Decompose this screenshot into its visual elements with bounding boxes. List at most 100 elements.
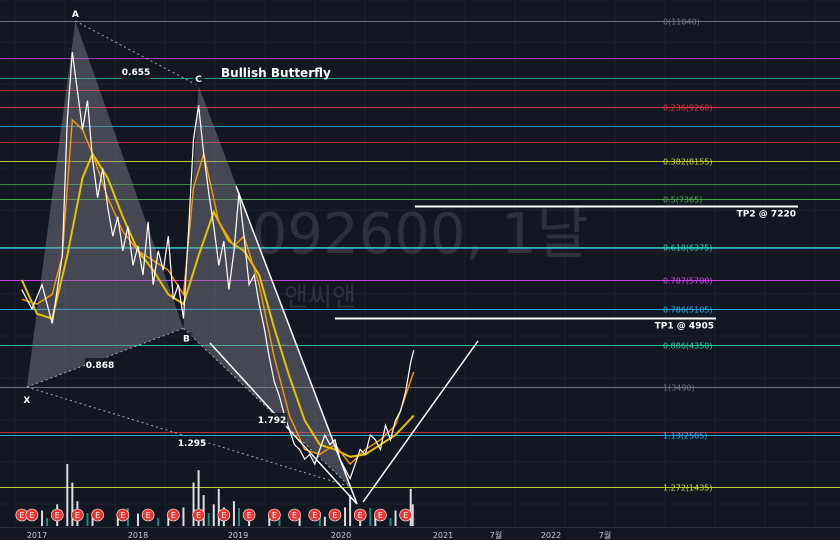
pattern-ac-line bbox=[75, 20, 199, 87]
earnings-marker-label: E bbox=[120, 511, 125, 520]
pattern-point-label: B bbox=[183, 334, 190, 344]
earnings-marker-label: E bbox=[19, 511, 24, 520]
pattern-triangle-xab bbox=[26, 21, 184, 387]
earnings-marker-label: E bbox=[196, 511, 201, 520]
fib-level-label: 1.13(2505) bbox=[663, 432, 707, 441]
earnings-marker bbox=[192, 508, 205, 522]
earnings-marker bbox=[116, 508, 130, 522]
earnings-marker bbox=[50, 508, 64, 522]
earnings-marker bbox=[25, 508, 39, 522]
fib-level-label: 1(3490) bbox=[663, 384, 695, 393]
volume-bar bbox=[66, 464, 69, 526]
fib-level-label: 0.5(7365) bbox=[663, 196, 702, 205]
earnings-marker bbox=[308, 508, 322, 522]
earnings-marker bbox=[374, 508, 387, 522]
target-label: TP1 @ 4905 bbox=[655, 322, 714, 332]
ratio-label: 0.868 bbox=[86, 361, 114, 371]
earnings-marker bbox=[399, 508, 412, 522]
ratio-label-bg bbox=[85, 358, 115, 372]
point-label-bg bbox=[69, 8, 82, 20]
volume-bar bbox=[182, 507, 185, 526]
volume-bar bbox=[71, 482, 74, 526]
wedge-upper-line bbox=[235, 185, 358, 505]
volume-bar bbox=[298, 513, 301, 526]
fib-level-label: 0.886(4350) bbox=[663, 342, 713, 351]
volume-bar bbox=[349, 495, 352, 526]
fib-level-label: 0.236(9260) bbox=[663, 104, 713, 113]
breakout-trendline bbox=[362, 340, 479, 503]
fib-level-label: 0.618(6375) bbox=[663, 244, 713, 253]
volume-bar bbox=[238, 508, 240, 526]
price-line bbox=[21, 51, 415, 481]
volume-bar bbox=[232, 501, 235, 526]
pattern-triangle-bcd bbox=[183, 85, 351, 487]
earnings-marker-label: E bbox=[403, 511, 408, 520]
earnings-marker bbox=[71, 508, 84, 522]
volume-bar bbox=[137, 513, 139, 526]
volume-bar bbox=[197, 470, 200, 526]
volume-bar bbox=[207, 513, 210, 526]
earnings-marker bbox=[268, 508, 281, 522]
earnings-marker-label: E bbox=[221, 511, 226, 520]
earnings-marker bbox=[242, 508, 256, 522]
time-axis-label: 7월 bbox=[599, 530, 611, 540]
volume-bar bbox=[46, 518, 49, 526]
earnings-marker-label: E bbox=[55, 511, 60, 520]
time-axis-label: 7월 bbox=[490, 530, 502, 540]
earnings-marker bbox=[288, 508, 301, 522]
earnings-marker-label: E bbox=[75, 511, 80, 520]
target-label: TP2 @ 7220 bbox=[737, 210, 796, 220]
volume-bar bbox=[278, 518, 281, 526]
volume-bar bbox=[394, 510, 397, 526]
volume-bar bbox=[167, 516, 170, 526]
point-label-bg bbox=[20, 394, 33, 406]
volume-bar bbox=[318, 513, 321, 526]
earnings-marker-label: E bbox=[146, 511, 151, 520]
pattern-point-label: A bbox=[72, 10, 79, 20]
point-label-bg bbox=[192, 72, 205, 85]
volume-bar bbox=[86, 513, 89, 526]
fib-level-label: 0.786(5105) bbox=[663, 306, 713, 315]
watermark-symbol: 092600, 1날 bbox=[252, 202, 589, 267]
volume-bar bbox=[217, 488, 220, 526]
fib-level-label: 0(11040) bbox=[663, 18, 700, 27]
earnings-marker bbox=[91, 508, 104, 522]
volume-bar bbox=[374, 513, 377, 526]
fib-level-label: 0.707(5700) bbox=[663, 277, 713, 286]
earnings-marker-label: E bbox=[332, 511, 337, 520]
earnings-marker-label: E bbox=[312, 511, 317, 520]
slow-moving-average bbox=[20, 151, 415, 458]
ratio-label-bg bbox=[121, 65, 151, 79]
ratio-label-bg bbox=[177, 436, 207, 450]
time-axis-label: 2019 bbox=[228, 531, 248, 540]
earnings-marker bbox=[167, 508, 180, 522]
volume-bar bbox=[192, 482, 195, 526]
pattern-xd-line bbox=[26, 386, 351, 488]
point-label-bg bbox=[180, 332, 193, 345]
earnings-marker-label: E bbox=[171, 511, 176, 520]
time-axis-label: 2020 bbox=[331, 531, 351, 540]
ratio-label: 0.655 bbox=[122, 68, 150, 78]
volume-bar bbox=[202, 495, 205, 526]
volume-bar bbox=[389, 518, 392, 526]
pattern-point-label: C bbox=[195, 75, 202, 85]
volume-bar bbox=[91, 513, 94, 526]
time-axis-label: 2018 bbox=[128, 531, 148, 540]
earnings-marker bbox=[141, 508, 155, 522]
time-axis-label: 2017 bbox=[27, 531, 47, 540]
fib-level-label: 1.272(1435) bbox=[663, 484, 713, 493]
volume-bar bbox=[157, 518, 160, 526]
volume-bar bbox=[41, 510, 44, 526]
earnings-marker-label: E bbox=[378, 511, 383, 520]
chart-title: Bullish Butterfly bbox=[221, 66, 331, 80]
earnings-marker bbox=[328, 508, 342, 522]
earnings-marker-label: E bbox=[247, 511, 252, 520]
volume-bar bbox=[411, 504, 414, 526]
volume-bar bbox=[409, 488, 412, 526]
volume-bar bbox=[116, 516, 119, 526]
earnings-marker-label: E bbox=[272, 511, 277, 520]
earnings-marker bbox=[217, 508, 231, 522]
volume-bar bbox=[212, 504, 215, 526]
